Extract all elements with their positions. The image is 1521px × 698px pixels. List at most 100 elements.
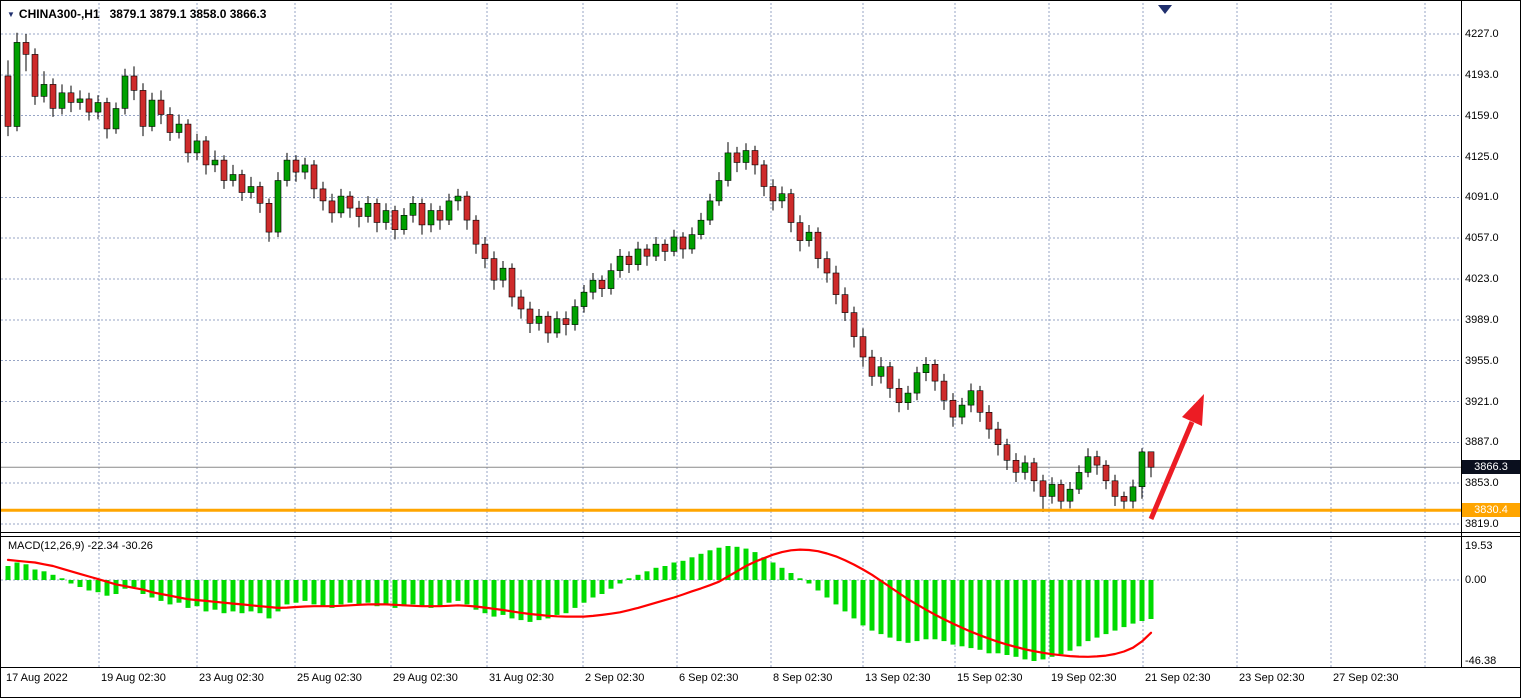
macd-histogram-bar (725, 546, 731, 580)
candle-bull (958, 404, 966, 418)
macd-histogram-bar (995, 580, 1001, 654)
chart-shift-marker[interactable] (1158, 5, 1172, 14)
macd-histogram-bar (1022, 580, 1028, 660)
candle-bear (67, 92, 75, 103)
macd-histogram-bar (527, 580, 533, 622)
candle-bull (1066, 488, 1074, 502)
candle-bull (499, 267, 507, 281)
symbol-info-line: ▼ CHINA300-,H1 3879.1 3879.1 3858.0 3866… (7, 7, 266, 21)
macd-histogram-bar (599, 580, 605, 594)
macd-histogram-bar (1067, 580, 1073, 651)
candle-bull (427, 210, 435, 226)
macd-histogram-bar (428, 580, 434, 608)
macd-histogram-bar (545, 580, 551, 619)
candle-bear (391, 210, 399, 231)
macd-histogram-bar (113, 580, 119, 594)
orange-level-badge: 3830.4 (1462, 503, 1520, 518)
candle-bull (652, 243, 660, 257)
macd-histogram (5, 546, 1154, 661)
macd-histogram-bar (77, 580, 83, 587)
candle-bull (724, 152, 732, 181)
macd-histogram-bar (464, 580, 470, 605)
macd-histogram-bar (608, 580, 614, 589)
ohlc-values-label: 3879.1 3879.1 3858.0 3866.3 (109, 7, 267, 21)
macd-histogram-bar (158, 580, 164, 601)
candle-bull (283, 159, 291, 181)
candle-bear (886, 366, 894, 389)
candle-bear (976, 390, 984, 413)
candle-bull (364, 203, 372, 217)
candle-bear (436, 210, 444, 221)
candle-bull (445, 200, 453, 221)
macd-histogram-bar (509, 580, 515, 619)
macd-histogram-bar (707, 550, 713, 580)
candle-bear (562, 318, 570, 325)
macd-histogram-bar (617, 580, 623, 584)
macd-histogram-bar (986, 580, 992, 654)
macd-histogram-bar (1121, 580, 1127, 628)
macd-histogram-bar (698, 553, 704, 580)
candle-bear (769, 186, 777, 202)
candle-bull (1084, 456, 1092, 473)
macd-histogram-bar (149, 580, 155, 598)
candle-bear (814, 231, 822, 259)
macd-histogram-bar (212, 580, 218, 610)
candle-bear (130, 75, 138, 91)
candle-bear (895, 387, 903, 403)
candle-bear (1102, 464, 1110, 482)
candle-bear (238, 174, 246, 193)
macd-histogram-bar (365, 580, 371, 603)
candle-bear (625, 255, 633, 265)
macd-histogram-bar (554, 580, 560, 615)
candle-bull (670, 236, 678, 252)
macd-histogram-bar (59, 578, 65, 580)
candle-bear (1111, 480, 1119, 497)
candle-bear (1039, 480, 1047, 497)
macd-histogram-bar (491, 580, 497, 617)
candle-bear (256, 186, 264, 204)
macd-histogram-bar (1058, 580, 1064, 655)
candle-bull (571, 306, 579, 325)
macd-histogram-bar (320, 580, 326, 607)
candle-bull (805, 231, 813, 241)
gridlines (1, 3, 1461, 667)
candle-bear (994, 428, 1002, 446)
macd-histogram-bar (95, 580, 101, 593)
candle-bull (454, 195, 462, 202)
macd-histogram-bar (329, 580, 335, 608)
macd-histogram-bar (68, 580, 74, 584)
candle-bear (490, 258, 498, 281)
candle-bull (904, 392, 912, 404)
candle-bear (679, 236, 687, 250)
macd-histogram-bar (941, 580, 947, 642)
candle-bear (841, 294, 849, 313)
candle-bear (949, 399, 957, 418)
macd-histogram-bar (797, 578, 803, 580)
candle-bull (1129, 486, 1137, 502)
macd-histogram-bar (635, 574, 641, 580)
candle-bull (697, 219, 705, 235)
macd-histogram-bar (419, 580, 425, 607)
macd-histogram-bar (689, 557, 695, 580)
macd-histogram-bar (932, 580, 938, 640)
macd-histogram-bar (23, 564, 29, 580)
candle-bear (643, 248, 651, 257)
candle-bear (22, 42, 30, 55)
candle-bear (418, 203, 426, 226)
candle-bull (1048, 484, 1056, 497)
macd-histogram-bar (680, 560, 686, 580)
symbol-dropdown-icon[interactable]: ▼ (7, 9, 15, 19)
candle-bear (1093, 456, 1101, 466)
macd-histogram-bar (131, 580, 137, 587)
arrow-annotation[interactable] (1148, 394, 1204, 520)
macd-histogram-bar (581, 580, 587, 603)
candle-bear (823, 258, 831, 274)
candle-bear (760, 164, 768, 187)
candle-bear (328, 200, 336, 214)
macd-histogram-bar (356, 580, 362, 605)
candle-bear (85, 98, 93, 113)
candle-bear (544, 315, 552, 334)
macd-histogram-bar (806, 580, 812, 584)
